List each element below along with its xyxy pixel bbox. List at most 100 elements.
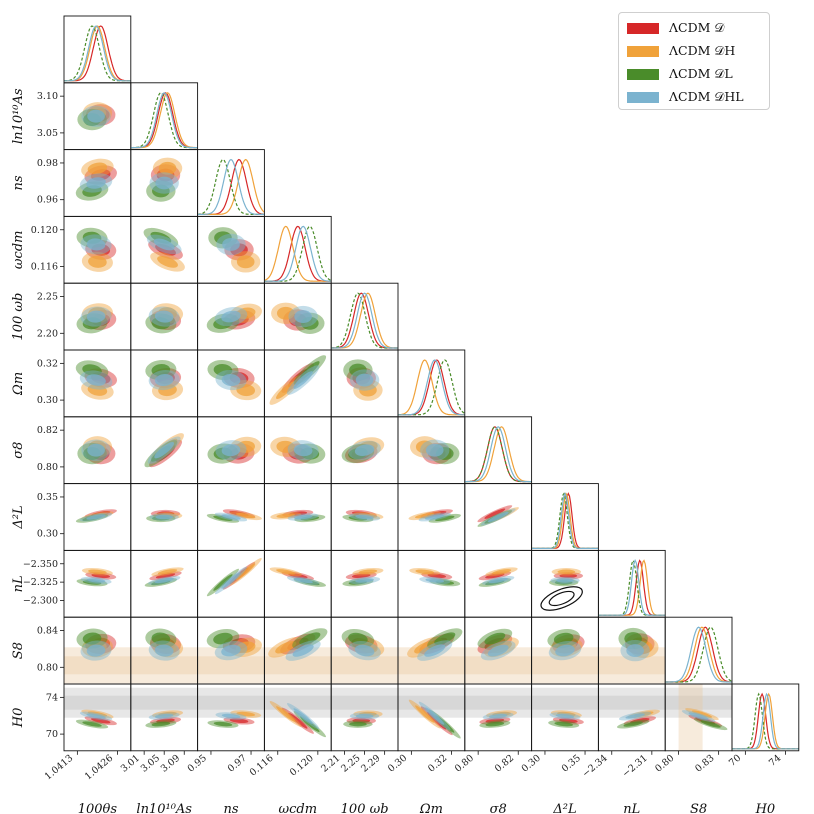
diagonal-panel <box>597 549 666 618</box>
legend: ΛCDM 𝒟 ΛCDM 𝒟H ΛCDM 𝒟L ΛCDM 𝒟HL <box>618 12 770 110</box>
contour-68 <box>415 512 435 519</box>
contour-68 <box>434 632 456 645</box>
contour-68 <box>300 716 320 732</box>
contour-68 <box>415 705 435 723</box>
contour-68 <box>351 573 371 579</box>
contour-68 <box>487 644 509 657</box>
y-tick-label: 0.116 <box>31 262 58 273</box>
contour-68 <box>293 708 313 724</box>
contour-panel <box>597 616 666 685</box>
y-tick-label: 0.96 <box>37 195 58 206</box>
marginal-curve <box>531 492 599 549</box>
contour-68 <box>221 444 241 457</box>
contour-panel <box>63 282 132 351</box>
x-tick-label: −2.31 <box>620 753 649 780</box>
contour-68 <box>354 644 375 657</box>
y-tick-label: −2.300 <box>23 596 58 607</box>
contour-68 <box>299 632 321 645</box>
contour-panel <box>531 683 599 752</box>
contour-panel <box>63 82 132 151</box>
contour-panel <box>197 683 265 752</box>
y-axis-label: 100 ωb <box>11 293 26 341</box>
contour-68 <box>485 721 505 727</box>
marginal-curve <box>264 225 332 282</box>
marginal-curve <box>665 626 732 683</box>
contour-panel <box>531 549 599 618</box>
x-tick-label: 0.32 <box>426 753 449 775</box>
contour-68 <box>221 514 241 520</box>
marginal-curve <box>398 359 466 416</box>
y-axis-label: S8 <box>11 642 26 659</box>
contour-68 <box>87 384 108 396</box>
x-tick-label: 0.80 <box>453 753 476 775</box>
marginal-curve <box>732 692 799 750</box>
contour-68 <box>488 577 508 584</box>
contour-68 <box>276 569 296 575</box>
contour-68 <box>626 644 644 658</box>
y-tick-label: 0.35 <box>37 492 58 503</box>
contour-68 <box>222 238 240 251</box>
contour-68 <box>355 514 374 520</box>
contour-panel <box>397 616 466 685</box>
contour-68 <box>349 721 367 727</box>
diagonal-panel <box>731 683 800 752</box>
contour-68 <box>221 644 241 657</box>
legend-entry: ΛCDM 𝒟HL <box>627 88 744 106</box>
contour-68 <box>82 721 102 727</box>
contour-68 <box>293 514 313 520</box>
contour-68 <box>86 177 106 189</box>
contour-68 <box>155 573 176 579</box>
contour-68 <box>229 718 249 724</box>
y-tick-label: −2.325 <box>23 577 58 588</box>
contour-68 <box>276 513 296 518</box>
y-tick-label: 0.120 <box>31 225 58 236</box>
contour-68 <box>87 711 108 717</box>
contour-68 <box>213 515 233 522</box>
contour-68 <box>155 514 174 520</box>
contour-panel <box>130 616 199 685</box>
y-tick-label: 0.30 <box>37 395 58 406</box>
contour-68 <box>292 644 314 657</box>
marginal-curve <box>130 92 198 149</box>
marginal-curve <box>732 692 799 750</box>
contour-68 <box>554 721 573 727</box>
y-tick-label: 0.84 <box>37 626 58 637</box>
legend-entry: ΛCDM 𝒟L <box>627 65 733 83</box>
contour-panel <box>197 549 265 618</box>
marginal-curve <box>63 25 131 82</box>
contour-68 <box>213 721 233 727</box>
contour-panel <box>263 282 332 351</box>
legend-swatch <box>627 22 659 34</box>
contour-68 <box>624 632 642 645</box>
contour-panel <box>397 549 466 618</box>
contour-panel <box>63 215 132 284</box>
y-tick-label: 0.80 <box>37 462 58 473</box>
marginal-curve <box>531 492 599 549</box>
contour-68 <box>559 718 578 724</box>
x-tick-label: 0.30 <box>386 753 409 775</box>
contour-68 <box>221 310 241 323</box>
contour-68 <box>154 577 174 584</box>
contour-68 <box>293 444 313 457</box>
contour-panel <box>130 215 199 284</box>
reference-contour <box>540 586 583 611</box>
y-tick-label: 2.20 <box>37 328 58 339</box>
marginal-curve <box>130 92 198 149</box>
marginal-curve <box>264 225 332 282</box>
contour-68 <box>553 632 574 645</box>
y-axis-label: ln10¹⁰As <box>11 88 26 144</box>
y-tick-label: 70 <box>46 729 58 740</box>
y-axis-label: ωcdm <box>11 231 26 270</box>
contour-68 <box>221 713 241 719</box>
contour-panel <box>263 683 332 752</box>
contour-68 <box>488 713 508 719</box>
x-tick-label: 2.21 <box>319 753 342 775</box>
contour-panel <box>263 483 332 551</box>
contour-68 <box>491 569 512 575</box>
contour-68 <box>700 720 721 728</box>
x-axis-label: S8 <box>690 802 707 814</box>
legend-entry: ΛCDM 𝒟H <box>627 42 735 60</box>
marginal-curve <box>331 292 398 349</box>
x-tick-label: −2.34 <box>580 753 609 780</box>
legend-label: ΛCDM 𝒟 <box>669 20 725 35</box>
